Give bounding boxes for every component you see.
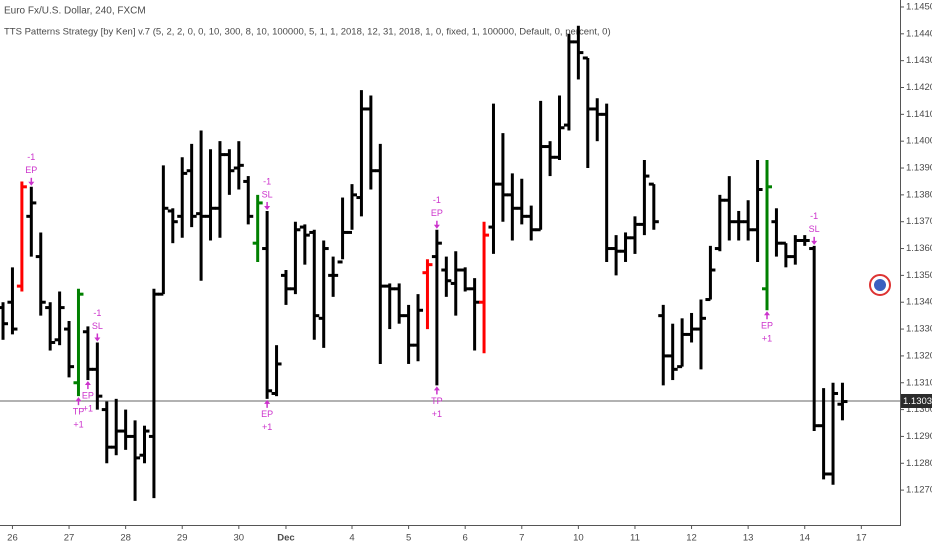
y-tick-label: 1.14500	[906, 1, 932, 12]
marker-label: -1	[810, 211, 818, 221]
marker-label: EP	[761, 321, 773, 331]
marker-arrow-head	[433, 386, 440, 391]
marker-label: TP	[431, 396, 443, 406]
y-tick-label: 1.13600	[906, 243, 932, 254]
marker-label: +1	[432, 409, 442, 419]
x-tick-label: 17	[856, 533, 867, 544]
strategy-label: TTS Patterns Strategy [by Ken] v.7 (5, 2…	[4, 27, 611, 38]
y-tick-label: 1.13100	[906, 377, 932, 388]
last-price-box	[901, 393, 932, 408]
x-tick-label: 14	[799, 533, 810, 544]
x-tick-label: 6	[463, 533, 468, 544]
x-tick-label: 13	[743, 533, 754, 544]
marker-label: +1	[262, 422, 272, 432]
marker-label: EP	[82, 390, 94, 400]
marker-label: EP	[25, 165, 37, 175]
y-tick-label: 1.12700	[906, 485, 932, 496]
marker-label: -1	[263, 176, 271, 186]
marker-arrow-head	[94, 337, 101, 342]
marker-label: +1	[762, 334, 772, 344]
y-tick-label: 1.14200	[906, 82, 932, 93]
marker-label: EP	[431, 208, 443, 218]
marker-label: EP	[261, 409, 273, 419]
y-tick-label: 1.13300	[906, 324, 932, 335]
x-tick-label: 30	[234, 533, 245, 544]
y-tick-label: 1.12800	[906, 458, 932, 469]
x-tick-label: 12	[686, 533, 697, 544]
x-tick-label: 7	[519, 533, 524, 544]
marker-arrow-head	[84, 381, 91, 386]
marker-arrow-head	[811, 240, 818, 245]
marker-label: SL	[92, 321, 103, 331]
marker-arrow-head	[264, 205, 271, 210]
y-tick-label: 1.13500	[906, 270, 932, 281]
marker-arrow-head	[75, 397, 82, 402]
x-tick-label: 11	[630, 533, 640, 544]
marker-label: TP	[73, 407, 85, 417]
y-tick-label: 1.14300	[906, 55, 932, 66]
x-tick-label: 4	[349, 533, 354, 544]
y-tick-label: 1.13000	[906, 404, 932, 415]
marker-arrow-head	[264, 399, 271, 404]
last-price-label: 1.13032	[903, 396, 932, 407]
y-tick-label: 1.13400	[906, 297, 932, 308]
x-tick-label: 29	[177, 533, 188, 544]
x-tick-label: 10	[573, 533, 584, 544]
x-tick-label: Dec	[277, 533, 294, 544]
marker-label: +1	[83, 403, 93, 413]
y-tick-label: 1.13900	[906, 163, 932, 174]
marker-label: -1	[433, 195, 441, 205]
marker-arrow-head	[764, 311, 771, 316]
y-tick-label: 1.13800	[906, 189, 932, 200]
marker-label: -1	[93, 308, 101, 318]
chart-title: Euro Fx/U.S. Dollar, 240, FXCM	[4, 6, 146, 17]
x-tick-label: 5	[406, 533, 411, 544]
marker-arrow-head	[28, 181, 35, 186]
x-tick-label: 28	[120, 533, 131, 544]
y-tick-label: 1.14100	[906, 109, 932, 120]
y-tick-label: 1.13700	[906, 216, 932, 227]
symbol-icon	[869, 274, 891, 296]
marker-label: SL	[809, 224, 820, 234]
marker-label: SL	[262, 189, 273, 199]
y-tick-label: 1.12900	[906, 431, 932, 442]
y-tick-label: 1.14400	[906, 28, 932, 39]
x-tick-label: 27	[64, 533, 75, 544]
marker-label: +1	[73, 420, 83, 430]
y-tick-label: 1.13200	[906, 350, 932, 361]
x-tick-label: 26	[7, 533, 18, 544]
marker-arrow-head	[433, 224, 440, 229]
marker-label: -1	[27, 152, 35, 162]
y-tick-label: 1.14000	[906, 136, 932, 147]
